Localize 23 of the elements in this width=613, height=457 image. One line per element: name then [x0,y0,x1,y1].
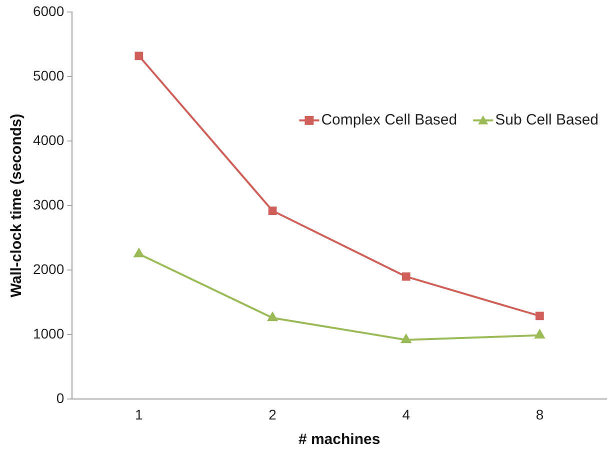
point [402,272,410,281]
point [134,248,144,258]
legend-label: Complex Cell Based [321,112,458,129]
y-tick-label: 6000 [32,2,64,19]
y-tick-label: 3000 [32,196,64,212]
x-tick-label: 4 [402,406,410,422]
y-tick-label: 1000 [32,326,64,342]
y-tick-label: 4000 [32,132,64,148]
point [268,206,277,215]
point [534,330,545,339]
y-axis-title: Wall-clock time (seconds) [8,114,26,298]
x-axis-title: # machines [298,431,380,448]
x-tick-label: 8 [536,406,544,422]
legend-label: Sub Cell Based [495,112,599,129]
point [268,312,278,322]
point [536,312,544,320]
point [134,52,144,60]
x-tick-label: 1 [135,406,144,422]
y-tick-label: 2000 [32,260,64,277]
y-tick-label: 0 [56,390,64,406]
point [401,334,412,344]
x-tick-label: 2 [268,406,277,422]
y-tick-label: 5000 [32,67,64,84]
